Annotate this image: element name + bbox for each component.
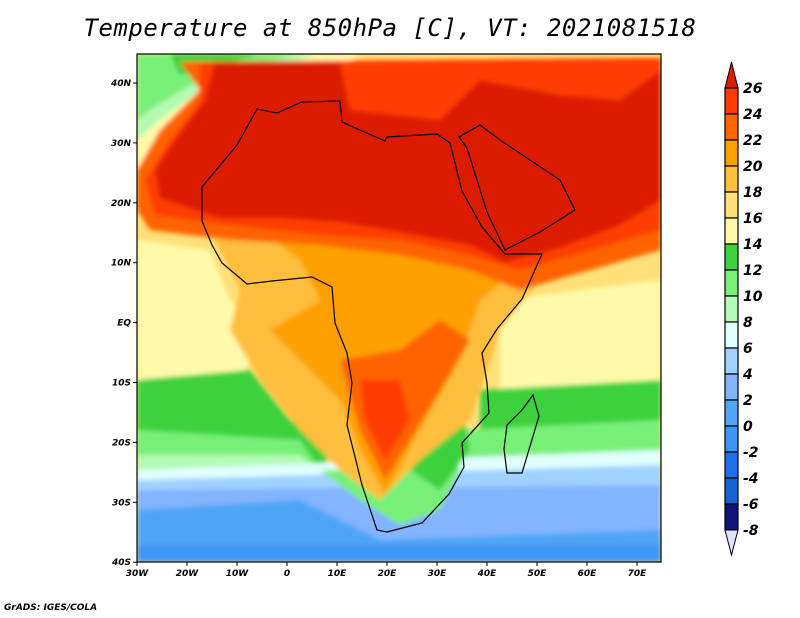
lat-label: 40S	[111, 558, 131, 568]
lon-label: 30W	[126, 569, 150, 579]
lon-label: 40E	[477, 569, 498, 579]
colorbar-segment	[724, 321, 739, 349]
lat-label: 30S	[112, 498, 131, 508]
coastlines	[201, 100, 576, 533]
colorbar-segment	[724, 217, 739, 245]
colorbar-upper-triangle	[724, 61, 739, 89]
lon-label: 20E	[378, 569, 398, 579]
colorbar-segment	[724, 139, 739, 167]
colorbar-label: -2	[743, 445, 759, 461]
colorbar-segment	[724, 451, 739, 479]
colorbar-segment	[724, 373, 739, 401]
footer-credit: GrADS: IGES/COLA	[4, 603, 98, 613]
lon-label: 30E	[428, 569, 448, 579]
colorbar-label: 26	[743, 81, 763, 97]
lat-label: 30N	[111, 139, 132, 149]
map-title: Temperature at 850hPa [C], VT: 202108151…	[83, 14, 697, 42]
lat-label: EQ	[117, 319, 131, 329]
colorbar-label: 20	[743, 159, 763, 175]
colorbar-segment	[724, 113, 739, 141]
colorbar-label: 8	[743, 315, 753, 331]
colorbar-label: 6	[743, 341, 753, 357]
colorbar-segment	[724, 243, 739, 271]
lon-label: 50E	[528, 569, 548, 579]
lon-label: 10W	[226, 569, 250, 579]
colorbar-label: -8	[743, 523, 759, 539]
temperature-field	[137, 54, 661, 562]
colorbar-label: 16	[743, 211, 763, 227]
colorbar-label: 14	[743, 237, 762, 253]
colorbar-label: 0	[743, 419, 753, 435]
lat-label: 20S	[112, 438, 131, 448]
colorbar-segment	[724, 165, 739, 193]
colorbar-label: 2	[743, 393, 753, 409]
colorbar-label: 22	[743, 133, 762, 149]
colorbar-segment	[724, 425, 739, 453]
colorbar-label: 4	[742, 367, 753, 383]
colorbar-label: 10	[743, 289, 763, 305]
plot-frame	[136, 53, 662, 563]
africa-coastline	[201, 100, 543, 533]
colorbar-segment	[724, 503, 739, 531]
colorbar-label: 12	[743, 263, 762, 279]
lat-label: 20N	[111, 199, 132, 209]
colorbar-label: 18	[743, 185, 763, 201]
lon-label: 20W	[176, 569, 200, 579]
lon-label: 70E	[628, 569, 648, 579]
lon-label: 0	[284, 569, 290, 579]
colorbar-label: -4	[743, 471, 759, 487]
colorbar-segment	[724, 347, 739, 375]
colorbar-segment	[724, 295, 739, 323]
arabia-coastline	[458, 124, 576, 251]
lat-label: 40N	[110, 79, 132, 89]
colorbar-segment	[724, 269, 739, 297]
colorbar-lower-triangle	[724, 529, 739, 557]
colorbar-segment	[724, 399, 739, 427]
lat-label: 10N	[111, 259, 132, 269]
colorbar-segment	[724, 87, 739, 115]
colorbar-segment	[724, 477, 739, 505]
colorbar-label: 24	[743, 107, 762, 123]
colorbar-segment	[724, 191, 739, 219]
axes: 30W 20W 10W 0 10E 20E 30E 40E 50E 60E 70E 40N 30N 20N…	[110, 79, 647, 579]
lat-label: 10S	[112, 379, 131, 389]
madagascar-coastline	[503, 393, 540, 474]
lon-label: 10E	[328, 569, 348, 579]
colorbar-label: -6	[743, 497, 759, 513]
lon-label: 60E	[578, 569, 598, 579]
